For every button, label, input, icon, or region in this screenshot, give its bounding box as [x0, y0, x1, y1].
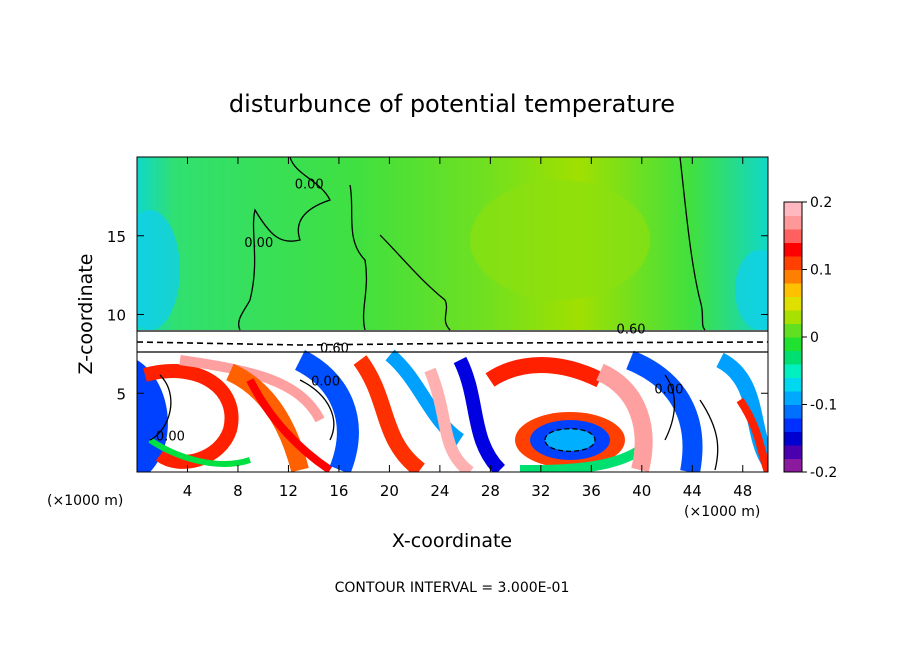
upper-field-cyan-patch-right: [735, 250, 768, 330]
upper-field-cyan-patch-left: [137, 210, 180, 330]
colorbar: [783, 201, 803, 473]
contour-label: 0.60: [320, 341, 349, 356]
colorbar-tick-label: -0.1: [810, 398, 837, 414]
upper-field: [137, 157, 768, 332]
contour-label: 0.00: [156, 430, 185, 445]
contour-interval-note: CONTOUR INTERVAL = 3.000E-01: [335, 580, 570, 596]
contour-label-layer: 0.00 0.00 0.60 0.60 0.00 0.00 0.00: [156, 178, 683, 445]
colorbar-segment: [784, 350, 802, 365]
colorbar-tick-label: 0: [810, 330, 819, 346]
upper-field-light-patch: [470, 180, 650, 300]
colorbar-segment: [784, 418, 802, 432]
colorbar-segment: [784, 323, 802, 338]
x-axis-label: X-coordinate: [392, 530, 512, 552]
colorbar-tick-label: 0.1: [810, 263, 832, 279]
inversion-band: [137, 330, 768, 355]
x-tick-label: 24: [430, 482, 449, 500]
x-tick-label: 28: [481, 482, 500, 500]
colorbar-segment: [784, 310, 802, 324]
turbulent-structures: [137, 349, 768, 472]
contour-label: 0.00: [311, 374, 340, 389]
x-tick-label: 4: [183, 482, 193, 500]
x-tick-label: 12: [279, 482, 298, 500]
x-tick-label: 8: [233, 482, 243, 500]
colorbar-segment: [784, 283, 802, 297]
x-tick-label: 48: [733, 482, 752, 500]
colorbar-segment: [784, 377, 802, 392]
x-tick-label: 20: [380, 482, 399, 500]
contour-label: 0.60: [617, 322, 646, 337]
colorbar-segment: [784, 296, 802, 311]
colorbar-segment: [784, 431, 802, 446]
x-axis-unit-left: (×1000 m): [47, 493, 123, 509]
x-axis-ticks: 4 8 12 16 20 24 28 32 36 40 44 48: [183, 157, 752, 500]
x-tick-label: 40: [632, 482, 651, 500]
y-axis-ticks: 5 10 15: [107, 228, 768, 403]
colorbar-segment: [784, 215, 802, 230]
colorbar-segment: [784, 404, 802, 419]
plot-area: 0.00 0.00 0.60 0.60 0.00 0.00 0.00: [137, 157, 768, 472]
contour-lines: [137, 157, 768, 471]
x-tick-label: 44: [683, 482, 702, 500]
y-tick-label: 10: [107, 307, 126, 325]
colorbar-segment: [784, 458, 802, 473]
colorbar-segment: [784, 337, 802, 351]
contour-label: 0.00: [654, 382, 683, 397]
colorbar-segment: [784, 202, 802, 216]
x-tick-label: 36: [582, 482, 601, 500]
x-tick-label: 16: [329, 482, 348, 500]
colorbar-segment: [784, 445, 802, 459]
y-tick-label: 15: [107, 228, 126, 246]
colorbar-segment: [784, 269, 802, 284]
colorbar-segment: [784, 229, 802, 243]
chart-title: disturbunce of potential temperature: [229, 90, 675, 118]
x-tick-label: 32: [531, 482, 550, 500]
colorbar-segment: [784, 391, 802, 405]
colorbar-segment: [784, 364, 802, 378]
colorbar-segment: [784, 256, 802, 270]
colorbar-tick-label: -0.2: [810, 465, 837, 481]
contour-label: 0.00: [295, 178, 324, 193]
y-axis-label: Z-coordinate: [75, 254, 97, 375]
colorbar-segment: [784, 242, 802, 257]
contour-label: 0.00: [244, 236, 273, 251]
colorbar-ticks: 0.2 0.1 0 -0.1 -0.2: [802, 195, 837, 481]
colorbar-tick-label: 0.2: [810, 195, 832, 211]
x-axis-unit-right: (×1000 m): [684, 504, 760, 520]
y-tick-label: 5: [116, 385, 126, 403]
